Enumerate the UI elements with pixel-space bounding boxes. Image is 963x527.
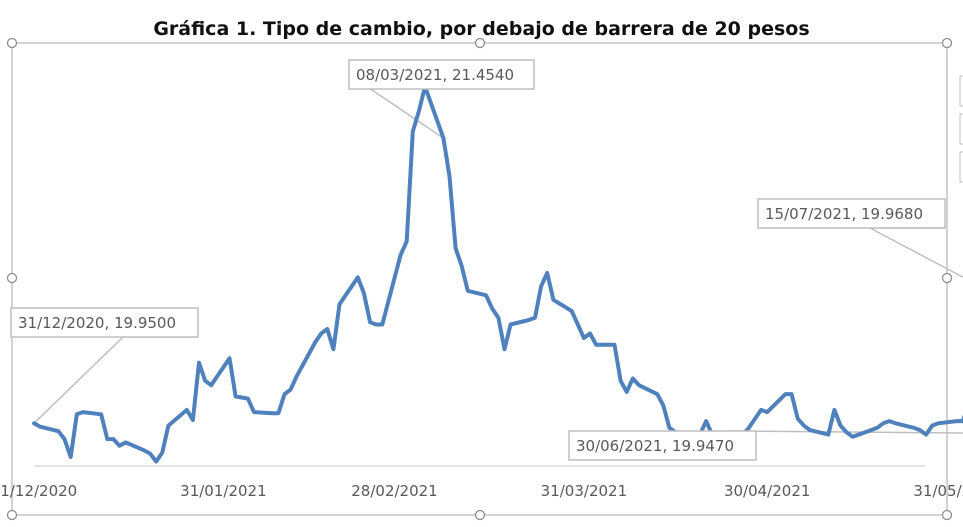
callout-box[interactable]: [568, 430, 757, 461]
callout-label: 08/03/2021, 21.4540: [356, 66, 514, 84]
callout-leaders: [33, 73, 963, 434]
callout-label: 15/07/2021, 19.9680: [765, 205, 923, 223]
callout-leader: [869, 227, 963, 279]
resize-handle[interactable]: [474, 37, 486, 49]
data-callouts: 31/12/2020, 19.9500 08/03/2021, 21.4540 30…: [10, 59, 946, 461]
resize-handle[interactable]: [941, 509, 953, 521]
x-tick-label: 31/01/2021: [180, 482, 266, 500]
chart-title: Gráfica 1. Tipo de cambio, por debajo de…: [153, 18, 810, 40]
resize-handles: [6, 37, 953, 521]
callout-box[interactable]: [757, 198, 946, 229]
x-tick-label: 30/04/2021: [724, 482, 810, 500]
x-tick-label: 31/12/2020: [0, 482, 77, 500]
callout-box[interactable]: [10, 307, 199, 338]
resize-handle[interactable]: [941, 37, 953, 49]
resize-handle[interactable]: [6, 272, 18, 284]
callout-label: 30/06/2021, 19.9470: [576, 437, 734, 455]
x-tick-label: 31/03/2021: [541, 482, 627, 500]
chart-selection-frame: [11, 42, 948, 516]
x-tick-label: 28/02/2021: [351, 482, 437, 500]
callout-box[interactable]: [348, 59, 535, 90]
series-line-exchange-rate[interactable]: [32, 84, 963, 464]
side-elements: [959, 75, 963, 183]
callout-leader: [33, 336, 198, 424]
callout-label: 31/12/2020, 19.9500: [18, 314, 176, 332]
resize-handle[interactable]: [474, 509, 486, 521]
x-tick-label: 31/05/2021: [913, 482, 963, 500]
resize-handle[interactable]: [6, 37, 18, 49]
resize-handle[interactable]: [6, 509, 18, 521]
x-tick-labels: 31/12/2020 31/01/2021 28/02/2021 31/03/2021…: [0, 482, 963, 500]
resize-handle[interactable]: [941, 272, 953, 284]
